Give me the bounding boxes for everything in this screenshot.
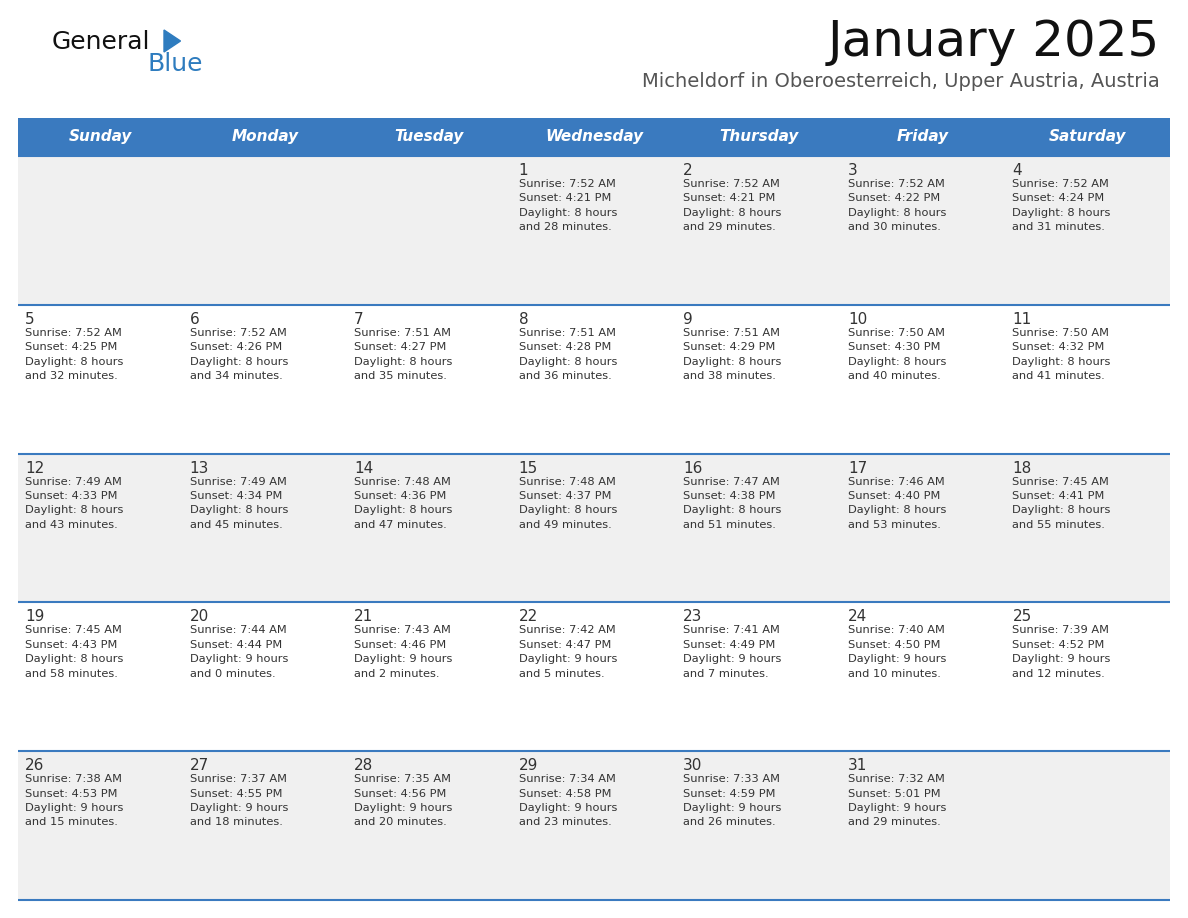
Text: January 2025: January 2025: [828, 18, 1159, 66]
Text: 1: 1: [519, 163, 529, 178]
Text: Sunrise: 7:52 AM
Sunset: 4:24 PM
Daylight: 8 hours
and 31 minutes.: Sunrise: 7:52 AM Sunset: 4:24 PM Dayligh…: [1012, 179, 1111, 232]
Bar: [18, 453, 1170, 602]
Text: Sunrise: 7:47 AM
Sunset: 4:38 PM
Daylight: 8 hours
and 51 minutes.: Sunrise: 7:47 AM Sunset: 4:38 PM Dayligh…: [683, 476, 782, 530]
Text: Sunrise: 7:43 AM
Sunset: 4:46 PM
Daylight: 9 hours
and 2 minutes.: Sunrise: 7:43 AM Sunset: 4:46 PM Dayligh…: [354, 625, 453, 678]
Bar: [18, 602, 1170, 751]
Text: Sunrise: 7:32 AM
Sunset: 5:01 PM
Daylight: 9 hours
and 29 minutes.: Sunrise: 7:32 AM Sunset: 5:01 PM Dayligh…: [848, 774, 946, 827]
Text: 8: 8: [519, 312, 529, 327]
Bar: [18, 305, 1170, 453]
Text: Saturday: Saturday: [1049, 129, 1126, 144]
Text: Sunrise: 7:50 AM
Sunset: 4:32 PM
Daylight: 8 hours
and 41 minutes.: Sunrise: 7:50 AM Sunset: 4:32 PM Dayligh…: [1012, 328, 1111, 381]
Text: 21: 21: [354, 610, 373, 624]
Text: Sunrise: 7:33 AM
Sunset: 4:59 PM
Daylight: 9 hours
and 26 minutes.: Sunrise: 7:33 AM Sunset: 4:59 PM Dayligh…: [683, 774, 782, 827]
Text: Sunrise: 7:39 AM
Sunset: 4:52 PM
Daylight: 9 hours
and 12 minutes.: Sunrise: 7:39 AM Sunset: 4:52 PM Dayligh…: [1012, 625, 1111, 678]
Text: Sunrise: 7:42 AM
Sunset: 4:47 PM
Daylight: 9 hours
and 5 minutes.: Sunrise: 7:42 AM Sunset: 4:47 PM Dayligh…: [519, 625, 617, 678]
Text: 30: 30: [683, 758, 702, 773]
Text: Sunrise: 7:52 AM
Sunset: 4:25 PM
Daylight: 8 hours
and 32 minutes.: Sunrise: 7:52 AM Sunset: 4:25 PM Dayligh…: [25, 328, 124, 381]
Bar: [18, 751, 1170, 900]
Text: 22: 22: [519, 610, 538, 624]
Text: 7: 7: [354, 312, 364, 327]
Text: Sunrise: 7:52 AM
Sunset: 4:21 PM
Daylight: 8 hours
and 28 minutes.: Sunrise: 7:52 AM Sunset: 4:21 PM Dayligh…: [519, 179, 617, 232]
Bar: [18, 156, 1170, 305]
Text: Sunrise: 7:52 AM
Sunset: 4:26 PM
Daylight: 8 hours
and 34 minutes.: Sunrise: 7:52 AM Sunset: 4:26 PM Dayligh…: [190, 328, 287, 381]
Text: 19: 19: [25, 610, 44, 624]
Text: 28: 28: [354, 758, 373, 773]
Text: Sunrise: 7:46 AM
Sunset: 4:40 PM
Daylight: 8 hours
and 53 minutes.: Sunrise: 7:46 AM Sunset: 4:40 PM Dayligh…: [848, 476, 946, 530]
Text: 9: 9: [683, 312, 693, 327]
Text: 10: 10: [848, 312, 867, 327]
Text: Sunrise: 7:34 AM
Sunset: 4:58 PM
Daylight: 9 hours
and 23 minutes.: Sunrise: 7:34 AM Sunset: 4:58 PM Dayligh…: [519, 774, 617, 827]
Text: Blue: Blue: [147, 52, 202, 76]
Text: 17: 17: [848, 461, 867, 476]
Text: Sunrise: 7:49 AM
Sunset: 4:33 PM
Daylight: 8 hours
and 43 minutes.: Sunrise: 7:49 AM Sunset: 4:33 PM Dayligh…: [25, 476, 124, 530]
Text: General: General: [52, 30, 151, 54]
Text: 31: 31: [848, 758, 867, 773]
Polygon shape: [164, 30, 181, 52]
Text: 2: 2: [683, 163, 693, 178]
Text: Thursday: Thursday: [719, 129, 798, 144]
Bar: [18, 118, 1170, 156]
Text: 25: 25: [1012, 610, 1031, 624]
Text: Sunrise: 7:38 AM
Sunset: 4:53 PM
Daylight: 9 hours
and 15 minutes.: Sunrise: 7:38 AM Sunset: 4:53 PM Dayligh…: [25, 774, 124, 827]
Text: Sunrise: 7:52 AM
Sunset: 4:22 PM
Daylight: 8 hours
and 30 minutes.: Sunrise: 7:52 AM Sunset: 4:22 PM Dayligh…: [848, 179, 946, 232]
Text: 27: 27: [190, 758, 209, 773]
Text: Wednesday: Wednesday: [545, 129, 643, 144]
Text: Sunrise: 7:37 AM
Sunset: 4:55 PM
Daylight: 9 hours
and 18 minutes.: Sunrise: 7:37 AM Sunset: 4:55 PM Dayligh…: [190, 774, 287, 827]
Text: Sunrise: 7:51 AM
Sunset: 4:28 PM
Daylight: 8 hours
and 36 minutes.: Sunrise: 7:51 AM Sunset: 4:28 PM Dayligh…: [519, 328, 617, 381]
Text: Sunrise: 7:35 AM
Sunset: 4:56 PM
Daylight: 9 hours
and 20 minutes.: Sunrise: 7:35 AM Sunset: 4:56 PM Dayligh…: [354, 774, 453, 827]
Text: 3: 3: [848, 163, 858, 178]
Text: Sunrise: 7:45 AM
Sunset: 4:41 PM
Daylight: 8 hours
and 55 minutes.: Sunrise: 7:45 AM Sunset: 4:41 PM Dayligh…: [1012, 476, 1111, 530]
Text: Sunday: Sunday: [69, 129, 132, 144]
Text: Sunrise: 7:41 AM
Sunset: 4:49 PM
Daylight: 9 hours
and 7 minutes.: Sunrise: 7:41 AM Sunset: 4:49 PM Dayligh…: [683, 625, 782, 678]
Text: Tuesday: Tuesday: [394, 129, 465, 144]
Text: Sunrise: 7:49 AM
Sunset: 4:34 PM
Daylight: 8 hours
and 45 minutes.: Sunrise: 7:49 AM Sunset: 4:34 PM Dayligh…: [190, 476, 287, 530]
Text: Sunrise: 7:48 AM
Sunset: 4:36 PM
Daylight: 8 hours
and 47 minutes.: Sunrise: 7:48 AM Sunset: 4:36 PM Dayligh…: [354, 476, 453, 530]
Text: 15: 15: [519, 461, 538, 476]
Text: 23: 23: [683, 610, 702, 624]
Text: 26: 26: [25, 758, 44, 773]
Text: 14: 14: [354, 461, 373, 476]
Text: 4: 4: [1012, 163, 1022, 178]
Text: 20: 20: [190, 610, 209, 624]
Text: 16: 16: [683, 461, 702, 476]
Text: 29: 29: [519, 758, 538, 773]
Text: 24: 24: [848, 610, 867, 624]
Text: 13: 13: [190, 461, 209, 476]
Text: 6: 6: [190, 312, 200, 327]
Text: Monday: Monday: [232, 129, 298, 144]
Text: Sunrise: 7:40 AM
Sunset: 4:50 PM
Daylight: 9 hours
and 10 minutes.: Sunrise: 7:40 AM Sunset: 4:50 PM Dayligh…: [848, 625, 946, 678]
Text: Friday: Friday: [897, 129, 949, 144]
Text: Sunrise: 7:45 AM
Sunset: 4:43 PM
Daylight: 8 hours
and 58 minutes.: Sunrise: 7:45 AM Sunset: 4:43 PM Dayligh…: [25, 625, 124, 678]
Text: 5: 5: [25, 312, 34, 327]
Text: Sunrise: 7:44 AM
Sunset: 4:44 PM
Daylight: 9 hours
and 0 minutes.: Sunrise: 7:44 AM Sunset: 4:44 PM Dayligh…: [190, 625, 287, 678]
Text: Sunrise: 7:51 AM
Sunset: 4:29 PM
Daylight: 8 hours
and 38 minutes.: Sunrise: 7:51 AM Sunset: 4:29 PM Dayligh…: [683, 328, 782, 381]
Text: Sunrise: 7:52 AM
Sunset: 4:21 PM
Daylight: 8 hours
and 29 minutes.: Sunrise: 7:52 AM Sunset: 4:21 PM Dayligh…: [683, 179, 782, 232]
Text: Sunrise: 7:51 AM
Sunset: 4:27 PM
Daylight: 8 hours
and 35 minutes.: Sunrise: 7:51 AM Sunset: 4:27 PM Dayligh…: [354, 328, 453, 381]
Text: 18: 18: [1012, 461, 1031, 476]
Text: Sunrise: 7:48 AM
Sunset: 4:37 PM
Daylight: 8 hours
and 49 minutes.: Sunrise: 7:48 AM Sunset: 4:37 PM Dayligh…: [519, 476, 617, 530]
Text: Sunrise: 7:50 AM
Sunset: 4:30 PM
Daylight: 8 hours
and 40 minutes.: Sunrise: 7:50 AM Sunset: 4:30 PM Dayligh…: [848, 328, 946, 381]
Text: 11: 11: [1012, 312, 1031, 327]
Text: Micheldorf in Oberoesterreich, Upper Austria, Austria: Micheldorf in Oberoesterreich, Upper Aus…: [643, 72, 1159, 91]
Text: 12: 12: [25, 461, 44, 476]
